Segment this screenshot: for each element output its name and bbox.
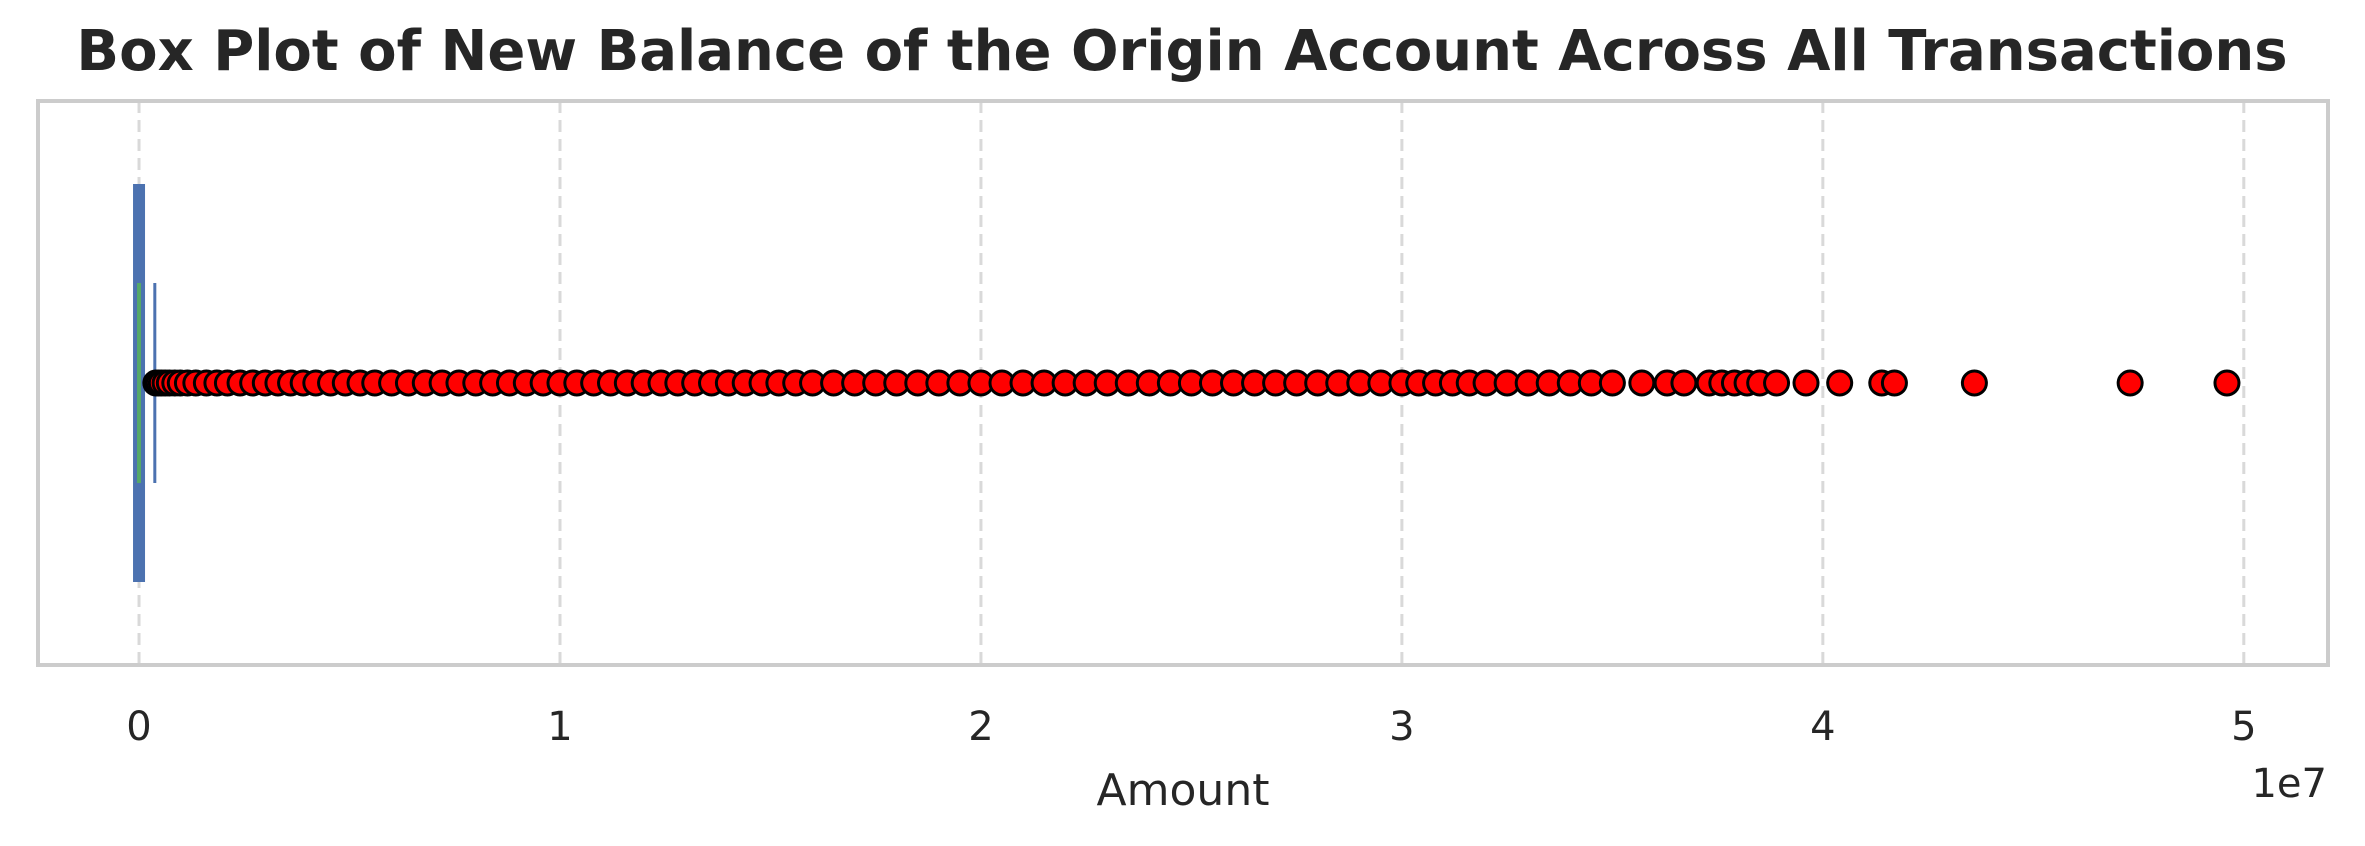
outlier-point xyxy=(1880,369,1908,397)
outlier-point xyxy=(1960,369,1988,397)
x-tick-label: 2 xyxy=(968,704,993,750)
chart-title: Box Plot of New Balance of the Origin Ac… xyxy=(76,19,2287,84)
outlier-point xyxy=(2116,369,2144,397)
x-tick-label: 5 xyxy=(2231,704,2256,750)
plot-frame xyxy=(36,99,2330,667)
outlier-point xyxy=(1670,369,1698,397)
x-tick-label: 0 xyxy=(126,704,151,750)
x-tick-labels: 0 1 2 3 4 5 xyxy=(126,704,2256,750)
outlier-point xyxy=(1792,369,1820,397)
x-offset-label: 1e7 xyxy=(2251,761,2327,807)
outlier-point xyxy=(1628,369,1656,397)
x-tick-label: 1 xyxy=(547,704,572,750)
outlier-layer xyxy=(142,369,2241,397)
outlier-point xyxy=(1763,369,1791,397)
x-tick-label: 4 xyxy=(1810,704,1835,750)
x-axis-label: Amount xyxy=(1097,765,1270,816)
x-tick-label: 3 xyxy=(1389,704,1414,750)
outlier-point xyxy=(1598,369,1626,397)
outlier-point xyxy=(2213,369,2241,397)
outlier-point xyxy=(1826,369,1854,397)
